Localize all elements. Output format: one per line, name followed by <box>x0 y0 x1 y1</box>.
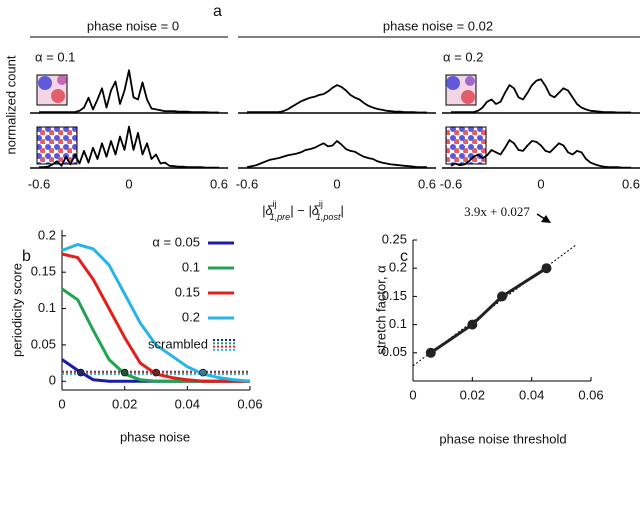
x-tick-label: 0 <box>58 396 65 411</box>
insets <box>36 74 487 165</box>
fit-label: 3.9x + 0.027 <box>464 204 530 219</box>
x-tick-label: 0.04 <box>519 387 544 402</box>
panel-label: b <box>22 248 31 265</box>
point <box>467 319 478 330</box>
legend-label: scrambled <box>148 336 208 351</box>
x-tick-label: -0.6 <box>440 176 462 191</box>
line <box>450 139 631 169</box>
label-part: |δ <box>262 203 273 218</box>
x-tick-label: -0.6 <box>236 176 258 191</box>
x-tick-label: 0.6 <box>418 176 436 191</box>
line <box>61 287 250 383</box>
x-tick-label: 0.6 <box>210 176 228 191</box>
line <box>246 140 427 168</box>
x-tick-label: 0 <box>125 176 132 191</box>
x-tick-label: 0 <box>409 387 416 402</box>
legend-label: 0.2 <box>182 309 200 324</box>
connector <box>429 266 548 355</box>
x-tick-label: -0.6 <box>28 176 50 191</box>
line <box>39 69 219 114</box>
legend-label: α = 0.05 <box>152 234 200 249</box>
line <box>61 243 251 383</box>
y-axis-label: normalized count <box>3 55 18 154</box>
header: phase noise = 0.02 <box>383 18 493 33</box>
point <box>541 263 552 274</box>
y-tick-label: 0.1 <box>38 300 56 315</box>
y-tick-label: 0.05 <box>31 336 56 351</box>
label-part: ij <box>319 199 323 209</box>
label-part: 1,pre <box>270 212 291 222</box>
threshold-marker <box>199 368 207 377</box>
x-axis-label: phase noise threshold <box>439 431 566 446</box>
y-tick-label: 0.15 <box>382 288 407 303</box>
line <box>451 78 631 114</box>
label-part: | <box>340 203 343 218</box>
label-part: 1,post <box>316 212 341 222</box>
line <box>247 84 427 114</box>
x-tick-label: 0.02 <box>460 387 485 402</box>
y-tick-label: 0.2 <box>389 260 407 275</box>
y-tick-label: 0.25 <box>382 231 407 246</box>
y-axis-label: stretch factor, α <box>373 265 388 355</box>
x-tick-label: 0.6 <box>622 176 640 191</box>
panel-label: c <box>400 248 408 265</box>
annotation: α = 0.1 <box>35 49 75 64</box>
point <box>425 347 436 358</box>
x-axis-label: |δij 1,pre| − |δij 1,post| <box>262 199 344 222</box>
y-tick-label: 0.05 <box>382 344 407 359</box>
x-axis-label: phase noise <box>120 429 190 444</box>
threshold-marker <box>120 368 129 377</box>
arrow <box>536 213 551 223</box>
threshold-marker <box>77 368 85 377</box>
x-tick-label: 0.02 <box>112 396 137 411</box>
header: phase noise = 0 <box>87 18 179 33</box>
y-axis-label: periodicity score <box>9 263 24 357</box>
y-tick-label: 0.15 <box>31 264 56 279</box>
legend-label: 0.15 <box>175 284 200 299</box>
y-tick-label: 0.1 <box>389 316 407 331</box>
y-tick-label: 0.2 <box>38 227 56 242</box>
line <box>39 125 219 169</box>
label-part: | − |δ <box>290 203 320 218</box>
threshold-marker <box>152 368 160 377</box>
y-tick-label: 0 <box>49 373 56 388</box>
x-tick-label: 0.06 <box>578 387 603 402</box>
x-tick-label: 0 <box>333 176 340 191</box>
x-tick-label: 0.06 <box>237 396 262 411</box>
annotation: α = 0.2 <box>443 49 483 64</box>
label-part: ij <box>273 199 277 209</box>
legend-label: 0.1 <box>182 259 200 274</box>
x-tick-label: 0.04 <box>175 396 200 411</box>
panel-label: a <box>213 3 222 20</box>
point <box>497 291 507 302</box>
x-tick-label: 0 <box>537 176 544 191</box>
